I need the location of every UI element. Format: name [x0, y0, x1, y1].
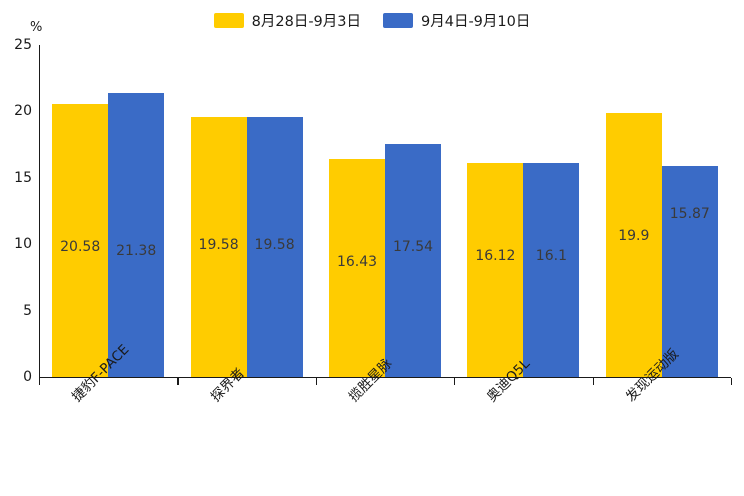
bar-value-label-1-1: 20.58	[60, 238, 101, 255]
y-axis-tick-labels: 25 20 15 10 5 0	[0, 0, 34, 496]
bar-value-label-2-1: 21.38	[116, 243, 157, 260]
x-tick-1	[177, 378, 179, 385]
bar-2-5[interactable]	[661, 166, 718, 377]
y-tick-20: 20	[14, 103, 32, 119]
bar-1-1[interactable]	[52, 103, 109, 377]
bar-value-label-2-2: 19.58	[254, 236, 295, 253]
bar-1-5[interactable]	[605, 112, 662, 377]
bar-value-label-1-5: 19.9	[618, 227, 650, 244]
bar-1-4[interactable]	[467, 162, 524, 377]
bar-2-2[interactable]	[246, 116, 303, 377]
legend-label-series-2: 9月4日-9月10日	[421, 13, 531, 30]
y-tick-0: 0	[23, 369, 32, 385]
bar-value-label-1-2: 19.58	[198, 236, 239, 253]
y-tick-5: 5	[23, 303, 32, 319]
bar-value-label-1-4: 16.12	[475, 247, 516, 264]
x-tick-4	[592, 378, 594, 385]
legend-label-series-1: 8月28日-9月3日	[251, 13, 361, 30]
bar-value-label-2-3: 17.54	[392, 239, 434, 256]
y-tick-15: 15	[14, 170, 32, 186]
bar-1-3[interactable]	[329, 158, 385, 377]
legend-item-series-2[interactable]: 9月4日-9月10日	[383, 10, 530, 31]
x-tick-5	[731, 378, 733, 385]
bar-value-label-2-5: 15.87	[669, 206, 710, 223]
x-tick-2	[315, 378, 318, 385]
chart-legend: 8月28日-9月3日 9月4日-9月10日	[0, 8, 744, 32]
bar-2-1[interactable]	[108, 93, 165, 377]
legend-swatch-series-1	[213, 12, 244, 28]
bar-1-2[interactable]	[190, 116, 247, 377]
bar-value-label-1-3: 16.43	[336, 253, 378, 270]
x-tick-0	[39, 378, 41, 385]
bar-2-3[interactable]	[385, 144, 441, 377]
bar-2-4[interactable]	[523, 163, 580, 377]
x-tick-3	[454, 378, 456, 385]
y-tick-25: 25	[14, 37, 32, 53]
y-tick-10: 10	[14, 236, 32, 252]
x-axis-line	[39, 377, 731, 379]
legend-item-series-1[interactable]: 8月28日-9月3日	[213, 10, 361, 31]
bar-value-label-2-4: 16.1	[535, 248, 567, 265]
y-axis-unit-label: %	[30, 20, 43, 35]
legend-swatch-series-2	[383, 12, 413, 28]
y-axis-line	[39, 45, 41, 378]
